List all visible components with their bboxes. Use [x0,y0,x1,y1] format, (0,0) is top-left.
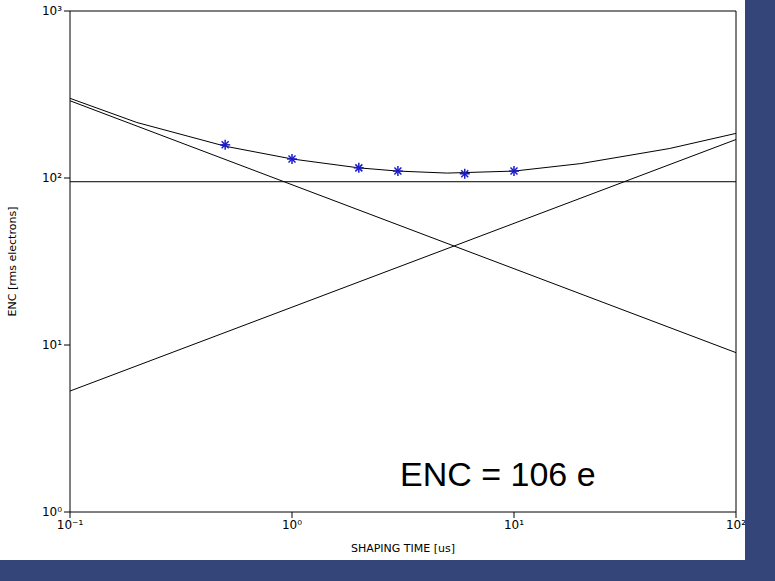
svg-text:10⁻¹: 10⁻¹ [57,518,84,532]
svg-text:SHAPING TIME [us]: SHAPING TIME [us] [351,542,455,555]
svg-text:10¹: 10¹ [42,338,62,352]
svg-text:10⁰: 10⁰ [42,505,62,519]
svg-text:ENC [rms electrons]: ENC [rms electrons] [6,207,19,317]
svg-text:10⁰: 10⁰ [282,518,302,532]
svg-text:10³: 10³ [42,4,62,18]
svg-text:10²: 10² [726,518,745,532]
svg-text:10²: 10² [42,171,62,185]
svg-text:10¹: 10¹ [504,518,524,532]
html-text:ENC = 106 e: ENC = 106 e [400,455,596,493]
